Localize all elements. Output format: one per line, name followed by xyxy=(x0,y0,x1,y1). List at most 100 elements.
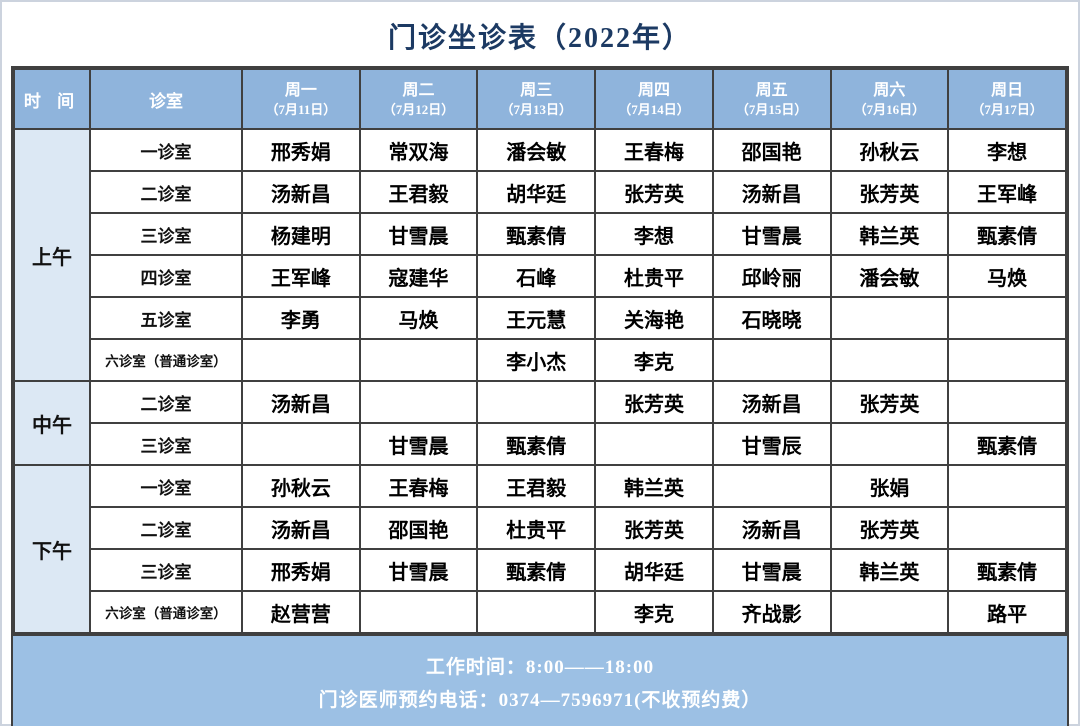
doctor-cell: 邢秀娟 xyxy=(241,548,361,592)
col-header-sat: 周六 （7月16日） xyxy=(829,68,950,130)
doctor-cell: 张芳英 xyxy=(829,170,950,214)
doctor-cell: 关海艳 xyxy=(594,296,714,340)
doctor-cell: 甘雪晨 xyxy=(358,422,479,466)
doctor-cell: 汤新昌 xyxy=(241,506,361,550)
schedule-table: 时 间 诊室 周一 （7月11日） 周二 （7月12日） 周三 （7月13日） xyxy=(13,68,1067,634)
day-label: 周六 xyxy=(873,82,906,100)
doctor-cell: 李克 xyxy=(594,590,714,634)
doctor-cell: 甘雪晨 xyxy=(358,212,479,256)
doctor-cell: 甘雪晨 xyxy=(711,212,832,256)
doctor-cell: 常双海 xyxy=(358,128,479,172)
doctor-cell: 汤新昌 xyxy=(711,380,832,424)
doctor-cell xyxy=(476,590,597,634)
doctor-cell: 石峰 xyxy=(476,254,597,298)
room-label: 三诊室 xyxy=(89,212,243,256)
table-row: 二诊室 汤新昌 王君毅 胡华廷 张芳英 汤新昌 张芳英 王军峰 xyxy=(14,170,1067,214)
table-row: 二诊室 汤新昌 邵国艳 杜贵平 张芳英 汤新昌 张芳英 xyxy=(14,506,1067,550)
doctor-cell xyxy=(358,380,479,424)
doctor-cell: 孙秋云 xyxy=(829,128,950,172)
col-header-wed: 周三 （7月13日） xyxy=(476,68,597,130)
doctor-cell: 邢秀娟 xyxy=(241,128,361,172)
room-label: 四诊室 xyxy=(89,254,243,298)
doctor-cell xyxy=(947,506,1067,550)
day-date: （7月13日） xyxy=(500,102,573,117)
doctor-cell: 王元慧 xyxy=(476,296,597,340)
doctor-cell: 路平 xyxy=(947,590,1067,634)
doctor-cell: 甄素倩 xyxy=(476,422,597,466)
working-hours-text: 工作时间：8:00——18:00 xyxy=(425,657,655,678)
doctor-cell: 韩兰英 xyxy=(829,212,950,256)
table-row: 三诊室 杨建明 甘雪晨 甄素倩 李想 甘雪晨 韩兰英 甄素倩 xyxy=(14,212,1067,256)
appointment-phone-text: 门诊医师预约电话：0374—7596971(不收预约费） xyxy=(318,690,762,712)
doctor-cell xyxy=(241,338,361,382)
doctor-cell: 汤新昌 xyxy=(241,380,361,424)
doctor-cell: 王君毅 xyxy=(476,464,597,508)
doctor-cell: 张芳英 xyxy=(594,380,714,424)
day-label: 周日 xyxy=(991,82,1024,100)
doctor-cell xyxy=(711,338,832,382)
doctor-cell: 王君毅 xyxy=(358,170,479,214)
time-period-cell: 中午 xyxy=(13,380,91,466)
doctor-cell xyxy=(358,590,479,634)
doctor-cell: 寇建华 xyxy=(358,254,479,298)
room-label: 三诊室 xyxy=(89,548,243,592)
table-row: 中午 二诊室 汤新昌 张芳英 汤新昌 张芳英 xyxy=(13,380,1067,466)
doctor-cell: 胡华廷 xyxy=(476,170,597,214)
doctor-cell: 李想 xyxy=(947,128,1067,172)
doctor-cell: 李想 xyxy=(594,212,714,256)
doctor-cell: 王军峰 xyxy=(241,254,361,298)
doctor-cell: 甄素倩 xyxy=(947,422,1067,466)
doctor-cell: 甄素倩 xyxy=(947,212,1067,256)
doctor-cell xyxy=(947,380,1067,424)
col-header-fri: 周五 （7月15日） xyxy=(711,68,832,130)
day-date: （7月17日） xyxy=(971,102,1043,117)
doctor-cell: 马焕 xyxy=(358,296,479,340)
footer-notice: 工作时间：8:00——18:00 门诊医师预约电话：0374—7596971(不… xyxy=(13,634,1067,726)
table-row: 三诊室 邢秀娟 甘雪晨 甄素倩 胡华廷 甘雪晨 韩兰英 甄素倩 xyxy=(14,548,1067,592)
doctor-cell: 韩兰英 xyxy=(829,548,950,592)
doctor-cell: 张芳英 xyxy=(594,506,714,550)
doctor-cell: 李小杰 xyxy=(476,338,597,382)
doctor-cell: 张娟 xyxy=(829,464,950,508)
day-label: 周二 xyxy=(402,82,435,100)
page-title: 门诊坐诊表（2022年） xyxy=(387,23,692,54)
doctor-cell: 甘雪晨 xyxy=(358,548,479,592)
doctor-cell xyxy=(241,422,361,466)
doctor-cell: 汤新昌 xyxy=(241,170,361,214)
time-period-cell: 下午 xyxy=(13,464,91,634)
header-row: 时 间 诊室 周一 （7月11日） 周二 （7月12日） 周三 （7月13日） xyxy=(13,68,1067,130)
doctor-cell: 甘雪晨 xyxy=(711,548,832,592)
day-date: （7月16日） xyxy=(853,102,926,117)
doctor-cell: 李勇 xyxy=(241,296,361,340)
doctor-cell: 杨建明 xyxy=(241,212,361,256)
doctor-cell xyxy=(594,422,714,466)
room-label: 二诊室 xyxy=(89,380,243,424)
day-label: 周五 xyxy=(755,82,788,100)
room-label: 三诊室 xyxy=(89,422,243,466)
day-date: （7月11日） xyxy=(265,102,337,117)
table-row: 五诊室 李勇 马焕 王元慧 关海艳 石晓晓 xyxy=(14,296,1067,340)
doctor-cell: 潘会敏 xyxy=(476,128,597,172)
doctor-cell: 汤新昌 xyxy=(711,170,832,214)
day-date: （7月15日） xyxy=(735,102,808,117)
doctor-cell xyxy=(829,296,950,340)
room-label: 五诊室 xyxy=(89,296,243,340)
doctor-cell xyxy=(358,338,479,382)
doctor-cell: 石晓晓 xyxy=(711,296,832,340)
col-header-sun: 周日 （7月17日） xyxy=(947,68,1067,130)
table-row: 六诊室（普通诊室） 李小杰 李克 xyxy=(14,338,1067,382)
doctor-cell: 李克 xyxy=(594,338,714,382)
room-label: 一诊室 xyxy=(89,464,243,508)
room-label: 六诊室（普通诊室） xyxy=(89,338,243,382)
doctor-cell xyxy=(829,590,950,634)
table-row: 三诊室 甘雪晨 甄素倩 甘雪辰 甄素倩 xyxy=(14,422,1067,466)
doctor-cell: 甄素倩 xyxy=(947,548,1067,592)
schedule-table-wrap: 时 间 诊室 周一 （7月11日） 周二 （7月12日） 周三 （7月13日） xyxy=(11,66,1069,726)
doctor-cell: 张芳英 xyxy=(594,170,714,214)
day-label: 周一 xyxy=(284,82,317,100)
doctor-cell: 杜贵平 xyxy=(476,506,597,550)
day-label: 周三 xyxy=(520,82,553,100)
doctor-cell: 邵国艳 xyxy=(358,506,479,550)
doctor-cell xyxy=(711,464,832,508)
